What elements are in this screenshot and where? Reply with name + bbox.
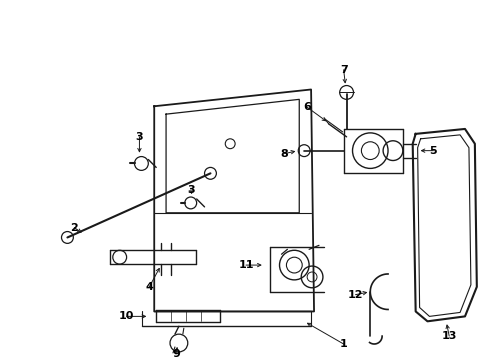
Text: 11: 11 bbox=[238, 260, 253, 270]
Text: 9: 9 bbox=[172, 349, 180, 359]
Text: 13: 13 bbox=[441, 331, 456, 341]
Text: 5: 5 bbox=[429, 146, 436, 156]
Text: 8: 8 bbox=[280, 149, 288, 159]
Text: 10: 10 bbox=[119, 311, 134, 321]
Text: 3: 3 bbox=[186, 185, 194, 195]
Text: 4: 4 bbox=[145, 282, 153, 292]
Text: 12: 12 bbox=[347, 290, 363, 300]
Text: 6: 6 bbox=[303, 102, 310, 112]
Text: 2: 2 bbox=[70, 222, 78, 233]
Text: 7: 7 bbox=[339, 65, 347, 75]
Text: 3: 3 bbox=[135, 132, 143, 142]
Text: 1: 1 bbox=[339, 339, 347, 349]
